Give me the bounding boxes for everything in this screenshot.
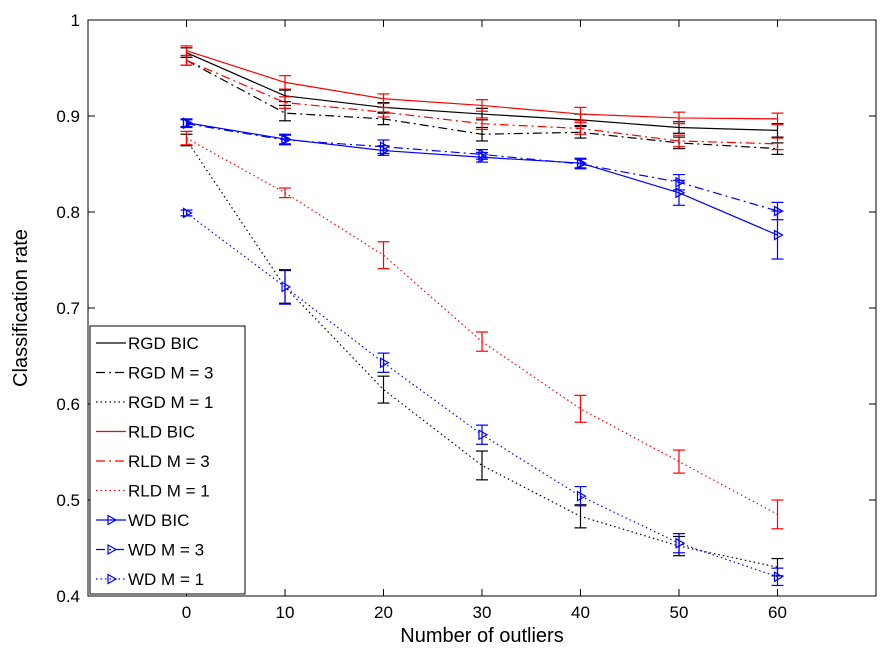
- legend-item: WD BIC: [96, 511, 189, 530]
- data-point-marker: [379, 357, 390, 369]
- data-point-marker: [478, 429, 489, 441]
- x-axis-title: Number of outliers: [400, 625, 563, 647]
- legend-item: RLD M = 3: [96, 452, 210, 471]
- y-axis-title: Classification rate: [10, 229, 32, 387]
- legend-label: RLD M = 3: [128, 452, 210, 471]
- data-point-marker: [478, 148, 489, 160]
- legend-item: RLD M = 1: [96, 482, 210, 501]
- legend-label: RLD BIC: [128, 423, 195, 442]
- legend-item: WD M = 3: [96, 541, 204, 560]
- series-rld-bic: [180, 45, 784, 126]
- data-point-marker: [675, 187, 686, 199]
- x-tick-label: 60: [768, 603, 787, 622]
- data-point-marker: [675, 176, 686, 188]
- legend-label: RLD M = 1: [128, 482, 210, 501]
- y-tick-label: 1: [71, 11, 80, 30]
- data-point-marker: [576, 158, 587, 170]
- legend-item: RGD M = 3: [96, 364, 214, 383]
- x-tick-label: 50: [670, 603, 689, 622]
- y-tick-label: 0.9: [56, 107, 80, 126]
- data-point-marker: [182, 118, 193, 130]
- data-point-marker: [281, 134, 292, 146]
- x-tick-label: 20: [374, 603, 393, 622]
- data-point-marker: [675, 537, 686, 549]
- legend-label: WD M = 1: [128, 570, 204, 589]
- legend-item: RLD BIC: [96, 423, 195, 442]
- legend-item: RGD BIC: [96, 334, 199, 353]
- data-point-marker: [773, 229, 784, 241]
- y-tick-label: 0.8: [56, 203, 80, 222]
- series-rld-m-1: [180, 130, 784, 530]
- legend-marker: [107, 573, 118, 585]
- x-tick-label: 0: [182, 603, 191, 622]
- series-wd-m-3: [180, 118, 784, 221]
- legend-label: WD BIC: [128, 511, 189, 530]
- data-point-marker: [182, 207, 193, 219]
- y-tick-label: 0.4: [56, 587, 80, 606]
- y-tick-label: 0.7: [56, 299, 80, 318]
- data-point-marker: [281, 281, 292, 293]
- tick-layer: 0 10 20 30 40 50 60 0.4 0.5 0.6 0.7 0.8 0.9 1: [56, 11, 876, 622]
- series-wd-m-1: [180, 207, 784, 587]
- y-tick-label: 0.5: [56, 491, 80, 510]
- legend-label: RGD M = 3: [128, 364, 214, 383]
- legend: RGD BIC RGD M = 3 RGD M = 1 RLD BIC RLD M = …: [89, 325, 246, 595]
- series-layer: [180, 45, 784, 587]
- data-point-marker: [773, 571, 784, 583]
- y-tick-label: 0.6: [56, 395, 80, 414]
- legend-label: RGD BIC: [128, 334, 199, 353]
- x-tick-label: 30: [473, 603, 492, 622]
- legend-item: WD M = 1: [96, 570, 204, 589]
- data-point-marker: [576, 490, 587, 502]
- series-rld-m-3: [180, 54, 784, 151]
- x-tick-label: 10: [276, 603, 295, 622]
- legend-label: RGD M = 1: [128, 393, 214, 412]
- legend-item: RGD M = 1: [96, 393, 214, 412]
- legend-label: WD M = 3: [128, 541, 204, 560]
- data-point-marker: [379, 141, 390, 153]
- legend-marker: [107, 514, 118, 526]
- legend-marker: [107, 543, 118, 556]
- data-point-marker: [773, 205, 784, 217]
- x-tick-label: 40: [571, 603, 590, 622]
